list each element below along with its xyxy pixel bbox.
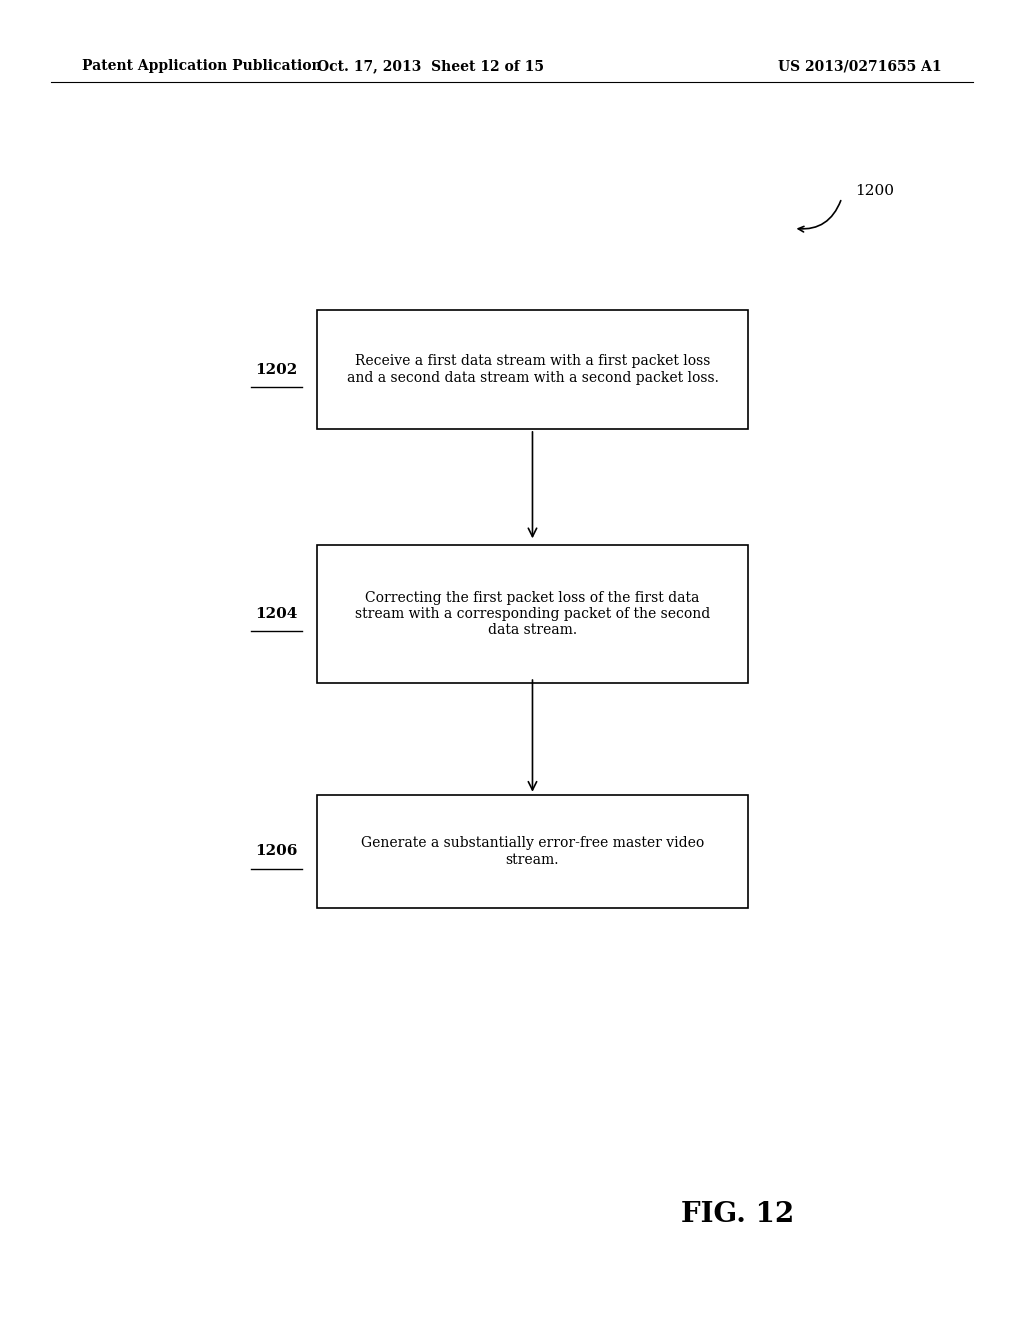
Text: 1202: 1202: [255, 363, 298, 376]
Text: Generate a substantially error-free master video
stream.: Generate a substantially error-free mast…: [360, 837, 705, 866]
Text: Receive a first data stream with a first packet loss
and a second data stream wi: Receive a first data stream with a first…: [346, 355, 719, 384]
Text: 1204: 1204: [255, 607, 298, 620]
Text: 1206: 1206: [255, 845, 298, 858]
Text: Correcting the first packet loss of the first data
stream with a corresponding p: Correcting the first packet loss of the …: [355, 590, 710, 638]
FancyBboxPatch shape: [317, 795, 748, 908]
FancyBboxPatch shape: [317, 544, 748, 682]
Text: FIG. 12: FIG. 12: [681, 1201, 794, 1228]
Text: Patent Application Publication: Patent Application Publication: [82, 59, 322, 74]
Text: 1200: 1200: [855, 185, 894, 198]
FancyBboxPatch shape: [317, 310, 748, 429]
Text: US 2013/0271655 A1: US 2013/0271655 A1: [778, 59, 942, 74]
Text: Oct. 17, 2013  Sheet 12 of 15: Oct. 17, 2013 Sheet 12 of 15: [316, 59, 544, 74]
